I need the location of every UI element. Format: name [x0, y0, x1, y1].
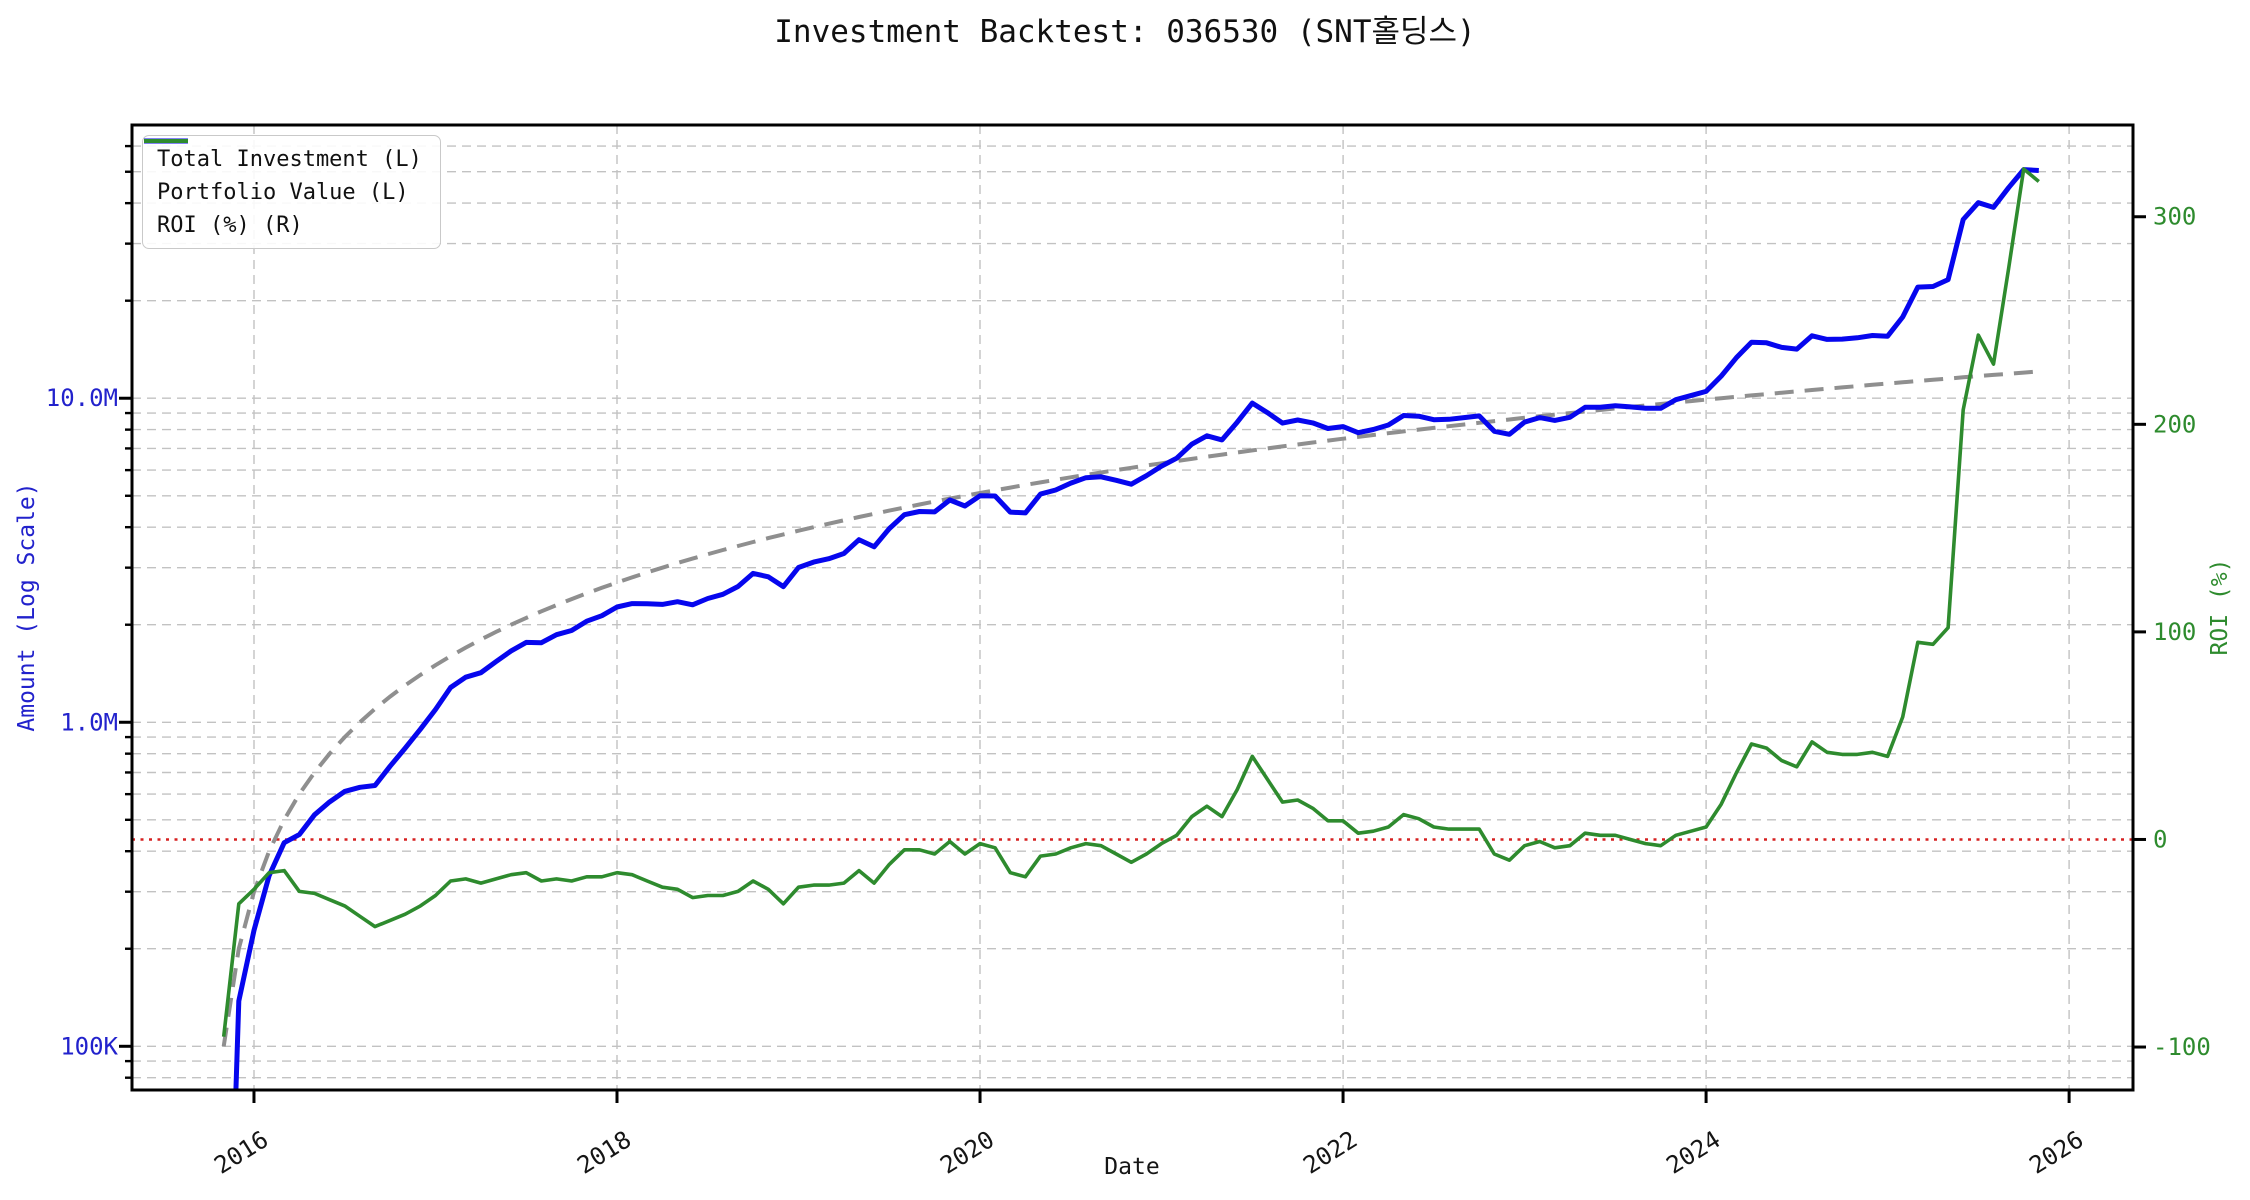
roi-line: [221, 167, 2040, 1037]
right-tick-label: 100: [2153, 618, 2196, 646]
right-tick-label: 300: [2153, 203, 2196, 231]
right-tick-label: -100: [2153, 1033, 2211, 1061]
x-tick-label: 2018: [572, 1125, 636, 1179]
x-tick-label: 2022: [1298, 1125, 1362, 1179]
legend-label: Portfolio Value (L): [157, 179, 409, 205]
legend-label: Total Investment (L): [157, 146, 422, 172]
left-tick-label: 10.0M: [46, 384, 118, 412]
portfolio-value-line: [233, 167, 2039, 1090]
chart-title: Investment Backtest: 036530 (SNT홀딩스): [774, 14, 1475, 50]
legend: Total Investment (L) Portfolio Value (L)…: [142, 135, 441, 249]
x-axis-label: Date: [1104, 1154, 1159, 1180]
x-tick-label: 2016: [209, 1125, 273, 1179]
x-tick-label: 2020: [935, 1125, 999, 1179]
right-tick-label: 0: [2153, 825, 2167, 853]
tick-labels: 2016 2018 2020 2022 2024 2026 100K 1.0M 10.0M -10…: [46, 203, 2211, 1180]
solid-line-swatch: [144, 139, 188, 143]
left-axis-label: Amount (Log Scale): [14, 482, 40, 731]
gridlines: [132, 125, 2133, 1090]
legend-item-total-investment: Total Investment (L): [144, 139, 422, 172]
legend-label: ROI (%) (R): [157, 212, 303, 238]
plot-border: [130, 123, 2135, 1092]
x-tick-label: 2024: [1661, 1125, 1725, 1179]
right-axis-label: ROI (%): [2207, 559, 2233, 656]
left-tick-label: 1.0M: [60, 708, 118, 736]
left-tick-label: 100K: [60, 1032, 118, 1060]
x-tick-label: 2026: [2024, 1125, 2088, 1179]
legend-item-roi: ROI (%) (R): [144, 139, 422, 238]
right-tick-label: 200: [2153, 410, 2196, 438]
legend-item-portfolio-value: Portfolio Value (L): [144, 138, 422, 205]
total-investment-line: [221, 369, 2039, 1047]
axis-ticks: [119, 144, 2146, 1103]
